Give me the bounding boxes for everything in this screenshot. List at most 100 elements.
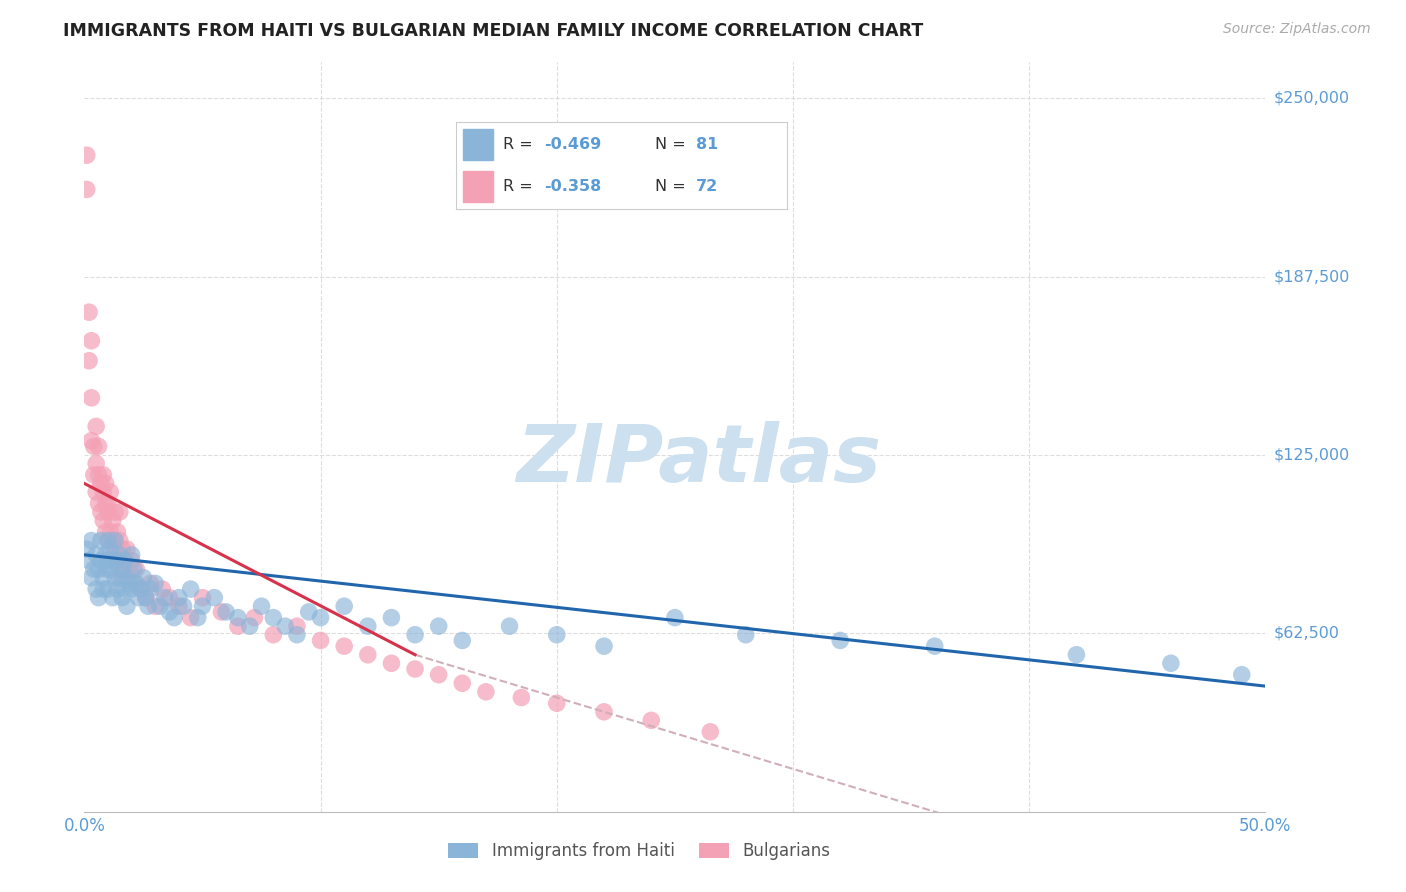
Point: [121, 553, 143, 567]
Point: [84, 419, 107, 434]
Point: [90, 505, 112, 519]
Point: [94, 562, 117, 576]
Point: [274, 619, 297, 633]
Point: [309, 610, 332, 624]
Point: [226, 619, 249, 633]
Point: [830, 633, 852, 648]
Point: [104, 571, 127, 585]
Point: [90, 533, 112, 548]
Point: [357, 619, 380, 633]
Point: [114, 553, 136, 567]
Point: [90, 476, 112, 491]
Point: [1066, 648, 1088, 662]
Point: [226, 610, 249, 624]
Point: [239, 619, 262, 633]
Point: [593, 705, 616, 719]
Point: [924, 639, 946, 653]
Point: [699, 724, 721, 739]
Point: [104, 542, 127, 557]
Point: [101, 591, 124, 605]
Point: [173, 599, 195, 614]
Point: [215, 605, 238, 619]
Point: [132, 571, 155, 585]
Point: [77, 553, 100, 567]
Point: [83, 467, 105, 482]
Point: [250, 599, 273, 614]
Point: [546, 696, 568, 710]
Point: [285, 619, 308, 633]
Point: [87, 562, 110, 576]
Point: [139, 576, 162, 591]
Point: [94, 548, 117, 562]
Point: [157, 591, 180, 605]
Point: [546, 628, 568, 642]
Text: $250,000: $250,000: [1274, 91, 1350, 105]
Point: [77, 353, 100, 368]
Point: [115, 599, 138, 614]
Point: [510, 690, 533, 705]
Point: [380, 657, 402, 671]
Point: [97, 553, 120, 567]
Point: [104, 533, 127, 548]
Point: [427, 667, 450, 681]
Point: [108, 548, 131, 562]
Point: [153, 591, 176, 605]
Point: [167, 591, 190, 605]
Point: [84, 548, 107, 562]
Point: [111, 571, 134, 585]
Point: [107, 524, 129, 539]
Point: [87, 496, 110, 510]
Point: [108, 571, 131, 585]
Point: [187, 610, 209, 624]
Point: [380, 610, 402, 624]
Point: [80, 434, 103, 448]
Point: [734, 628, 756, 642]
Point: [202, 591, 225, 605]
Point: [94, 496, 117, 510]
Point: [451, 676, 474, 690]
Point: [115, 571, 138, 585]
Text: Source: ZipAtlas.com: Source: ZipAtlas.com: [1223, 22, 1371, 37]
Point: [97, 505, 120, 519]
Point: [333, 639, 356, 653]
Point: [191, 591, 214, 605]
Point: [1230, 667, 1253, 681]
Point: [80, 533, 103, 548]
Point: [404, 628, 426, 642]
Point: [180, 610, 202, 624]
Point: [118, 562, 141, 576]
Point: [83, 439, 105, 453]
Point: [94, 524, 117, 539]
Point: [209, 605, 232, 619]
Point: [191, 599, 214, 614]
Point: [108, 505, 131, 519]
Point: [84, 457, 107, 471]
Point: [114, 582, 136, 596]
Point: [128, 591, 150, 605]
Point: [122, 562, 145, 576]
Point: [167, 599, 190, 614]
Point: [664, 610, 686, 624]
Point: [76, 148, 98, 162]
Point: [593, 639, 616, 653]
Text: $62,500: $62,500: [1274, 626, 1340, 640]
Point: [111, 591, 134, 605]
Point: [262, 628, 284, 642]
Point: [357, 648, 380, 662]
Point: [108, 562, 131, 576]
Point: [115, 542, 138, 557]
Point: [262, 610, 284, 624]
Point: [122, 576, 145, 591]
Point: [91, 582, 114, 596]
Point: [107, 582, 129, 596]
Text: $187,500: $187,500: [1274, 269, 1350, 284]
Point: [80, 391, 103, 405]
Point: [98, 562, 121, 576]
Point: [101, 514, 124, 528]
Point: [87, 591, 110, 605]
Point: [404, 662, 426, 676]
Point: [91, 514, 114, 528]
Point: [498, 619, 520, 633]
Point: [107, 553, 129, 567]
Point: [98, 485, 121, 500]
